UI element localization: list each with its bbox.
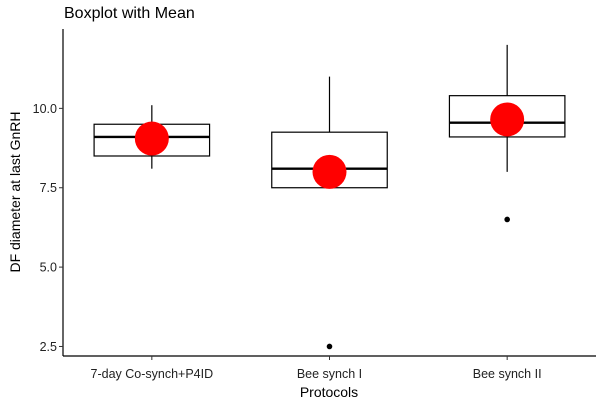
x-tick-label: Bee synch II [473, 367, 542, 381]
mean-marker [312, 154, 347, 189]
x-axis-label: Protocols [300, 384, 358, 400]
chart-title: Boxplot with Mean [64, 5, 195, 22]
mean-marker [134, 121, 169, 156]
y-tick-label: 10.0 [33, 102, 57, 116]
box-group [271, 76, 388, 350]
y-axis-label: DF diameter at last GnRH [7, 111, 23, 272]
x-tick-label: Bee synch I [297, 367, 362, 381]
x-axis-ticks: 7-day Co-synch+P4ID Bee synch I Bee synch … [91, 356, 542, 381]
y-tick-label: 2.5 [40, 340, 57, 354]
mean-marker [490, 102, 525, 137]
y-axis-ticks: 2.5 5.0 7.5 10.0 [33, 102, 63, 354]
y-tick-label: 5.0 [40, 261, 57, 275]
outlier-point [504, 216, 510, 223]
y-tick-label: 7.5 [40, 181, 57, 195]
box-group [93, 105, 211, 169]
outlier-point [326, 343, 333, 350]
box-group [448, 44, 566, 223]
boxes-layer [93, 44, 566, 350]
x-tick-label: 7-day Co-synch+P4ID [91, 367, 214, 381]
